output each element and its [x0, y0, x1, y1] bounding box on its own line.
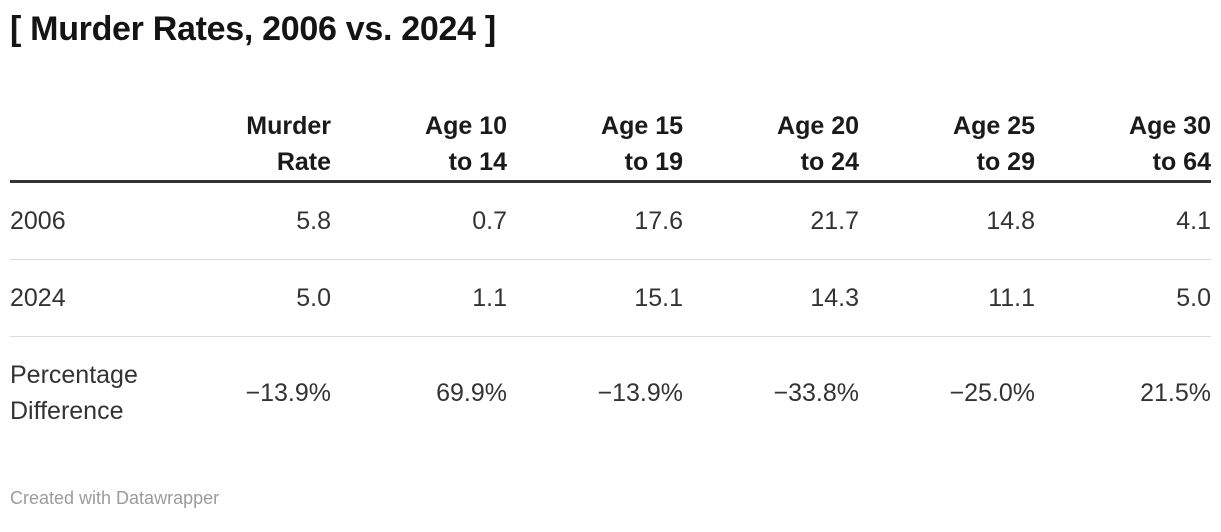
cell: 15.1: [634, 284, 683, 312]
cell: −33.8%: [773, 379, 860, 407]
chart-title: [ Murder Rates, 2006 vs. 2024 ]: [10, 10, 496, 48]
column-header: Murder Rate: [155, 108, 331, 183]
cell: 0.7: [472, 207, 507, 235]
cell: 1.1: [472, 284, 507, 312]
cell: 21.5%: [1140, 379, 1211, 407]
data-table: Murder Rate Age 10 to 14 Age 15 to 19 Age 2…: [10, 108, 1211, 449]
row-label: 2024: [10, 284, 66, 312]
cell: 69.9%: [436, 379, 507, 407]
datawrapper-attribution-link[interactable]: Created with Datawrapper: [10, 488, 220, 508]
cell: 11.1: [988, 284, 1035, 312]
cell: −13.9%: [245, 379, 332, 407]
header-row: Murder Rate Age 10 to 14 Age 15 to 19 Age 2…: [10, 108, 1211, 183]
cell: 17.6: [634, 207, 683, 235]
column-header: Age 15 to 19: [507, 108, 683, 183]
column-header: Age 25 to 29: [859, 108, 1035, 183]
cell: 5.0: [296, 284, 331, 312]
table-row: 2006 5.8 0.7 17.6 21.7 14.8 4.1: [10, 182, 1211, 260]
cell: 5.8: [296, 207, 331, 235]
cell: 21.7: [810, 207, 859, 235]
chart-footer: Created with Datawrapper: [10, 487, 1211, 509]
cell: 5.0: [1176, 284, 1211, 312]
table-body: 2006 5.8 0.7 17.6 21.7 14.8 4.1 2024 5.0 1.1 15.1 1…: [10, 182, 1211, 450]
column-header: Age 20 to 24: [683, 108, 859, 183]
cell: −13.9%: [597, 379, 684, 407]
row-label: Percentage Difference: [10, 361, 138, 425]
cell: −25.0%: [949, 379, 1036, 407]
column-header: Age 30 to 64: [1035, 108, 1211, 183]
cell: 14.8: [986, 207, 1035, 235]
row-label-header: [10, 108, 155, 183]
table-row: Percentage Difference −13.9% 69.9% −13.9% −3…: [10, 337, 1211, 450]
table-header: Murder Rate Age 10 to 14 Age 15 to 19 Age 2…: [10, 108, 1211, 183]
row-label: 2006: [10, 207, 66, 235]
table-row: 2024 5.0 1.1 15.1 14.3 11.1 5.0: [10, 260, 1211, 337]
column-header: Age 10 to 14: [331, 108, 507, 183]
cell: 4.1: [1176, 207, 1211, 235]
cell: 14.3: [810, 284, 859, 312]
